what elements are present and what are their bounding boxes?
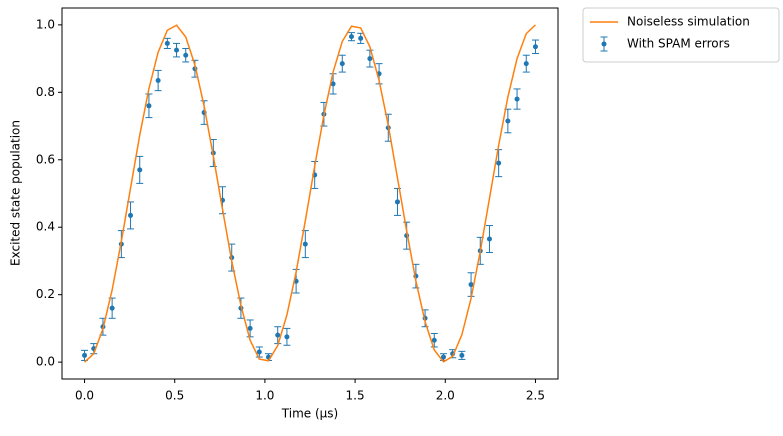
- data-point: [137, 167, 143, 173]
- legend-label: Noiseless simulation: [627, 15, 750, 29]
- data-point: [514, 96, 520, 102]
- data-point: [367, 56, 373, 62]
- data-point: [459, 352, 465, 358]
- y-tick-label: 0.4: [36, 220, 55, 234]
- data-point: [339, 61, 345, 67]
- data-point: [496, 160, 502, 166]
- data-point: [128, 212, 134, 218]
- data-point: [256, 349, 262, 355]
- data-point: [358, 35, 364, 41]
- legend-swatch: [601, 41, 607, 47]
- data-point: [109, 305, 115, 311]
- data-point: [146, 103, 152, 109]
- y-tick-label: 0.0: [36, 355, 55, 369]
- line-series: [84, 24, 536, 363]
- data-point: [330, 81, 336, 87]
- data-point: [468, 282, 474, 288]
- y-tick-label: 0.2: [36, 287, 55, 301]
- y-tick-label: 0.6: [36, 152, 55, 166]
- x-tick-label: 0.5: [165, 389, 184, 403]
- x-tick-label: 2.0: [436, 389, 455, 403]
- data-point: [348, 34, 354, 40]
- data-point: [440, 354, 446, 360]
- x-tick-label: 0.0: [75, 389, 94, 403]
- data-point: [302, 241, 308, 247]
- x-axis-label: Time (µs): [281, 407, 338, 421]
- data-point: [82, 352, 88, 358]
- data-point: [486, 236, 492, 242]
- x-tick-label: 2.5: [526, 389, 545, 403]
- y-tick-label: 0.8: [36, 85, 55, 99]
- data-point: [431, 337, 437, 343]
- y-axis-label: Excited state population: [9, 120, 23, 266]
- data-point: [164, 40, 170, 46]
- data-point: [394, 199, 400, 205]
- data-point: [247, 325, 253, 331]
- data-point: [505, 118, 511, 124]
- x-tick-label: 1.0: [255, 389, 274, 403]
- legend-box: [582, 7, 780, 63]
- plot-frame: [61, 7, 559, 380]
- data-point: [275, 332, 281, 338]
- data-point: [183, 52, 189, 58]
- x-tick-label: 1.5: [346, 389, 365, 403]
- data-point: [532, 44, 538, 50]
- data-point: [174, 47, 180, 53]
- data-point: [155, 78, 161, 84]
- data-point: [523, 61, 529, 67]
- y-tick-label: 1.0: [36, 17, 55, 31]
- data-point: [284, 334, 290, 340]
- legend-label: With SPAM errors: [627, 37, 730, 51]
